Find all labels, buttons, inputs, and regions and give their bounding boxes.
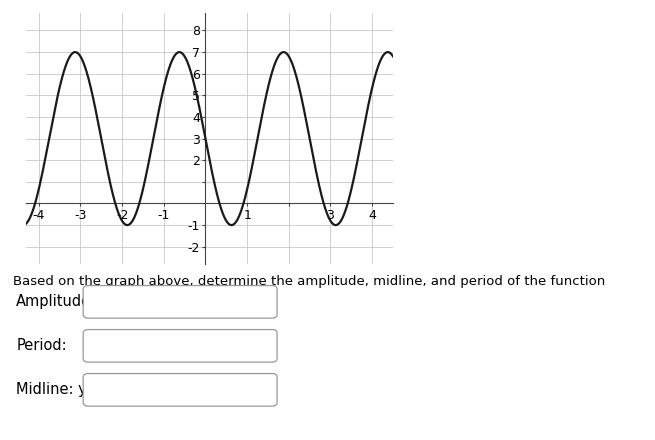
Text: Based on the graph above, determine the amplitude, midline, and period of the fu: Based on the graph above, determine the … <box>13 275 605 288</box>
Text: Amplitude:: Amplitude: <box>16 294 96 309</box>
Text: Midline: y =: Midline: y = <box>16 382 104 397</box>
Text: Period:: Period: <box>16 338 67 353</box>
